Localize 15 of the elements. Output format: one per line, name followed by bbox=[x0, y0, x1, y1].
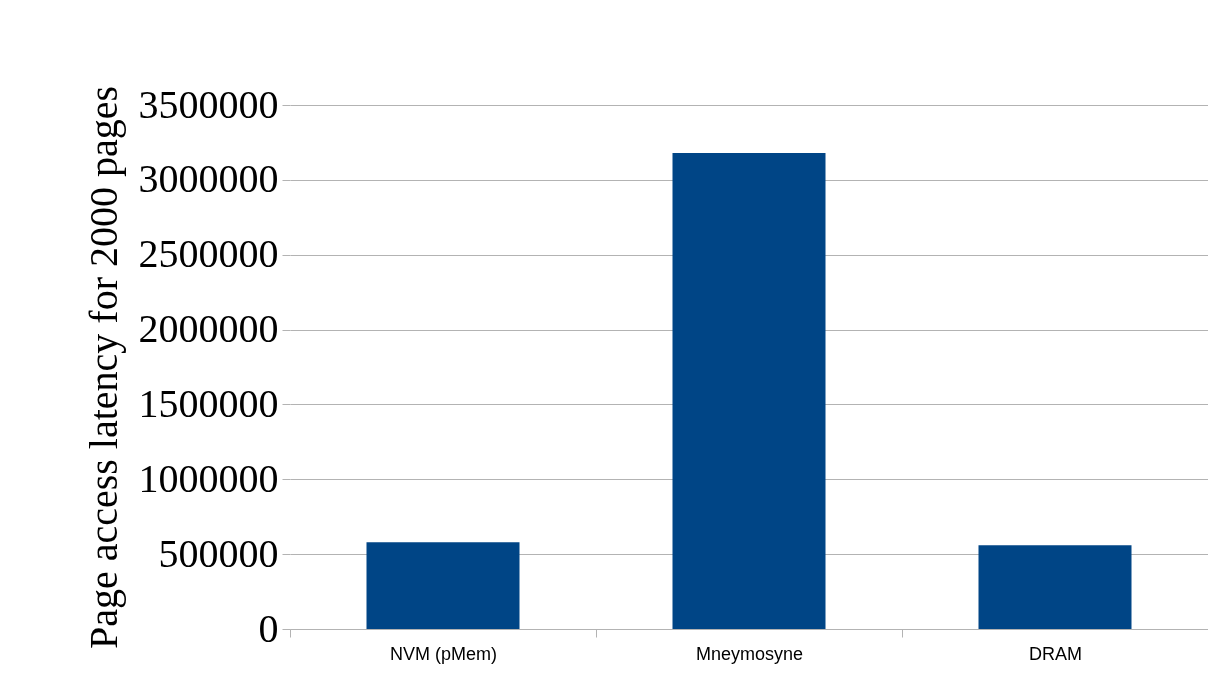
y-tick-label: 3000000 bbox=[138, 156, 279, 202]
y-tick-label: 3500000 bbox=[138, 81, 279, 127]
y-tick-label: 2500000 bbox=[138, 231, 279, 277]
x-tick-label: NVM (pMem) bbox=[390, 643, 497, 664]
x-tick-label: Mneymosyne bbox=[695, 643, 804, 664]
y-tick-label: 2000000 bbox=[138, 306, 279, 352]
bar bbox=[366, 542, 520, 629]
y-tick-label: 1500000 bbox=[138, 380, 279, 426]
bar bbox=[672, 152, 826, 629]
x-tick-label: DRAM bbox=[1029, 643, 1082, 664]
y-tick-label: 1000000 bbox=[138, 455, 279, 501]
y-axis-title: Page access latency for 2000 pages bbox=[80, 85, 126, 650]
y-tick-label: 500000 bbox=[158, 530, 279, 576]
bar bbox=[978, 545, 1132, 629]
y-tick-label: 0 bbox=[258, 605, 279, 651]
